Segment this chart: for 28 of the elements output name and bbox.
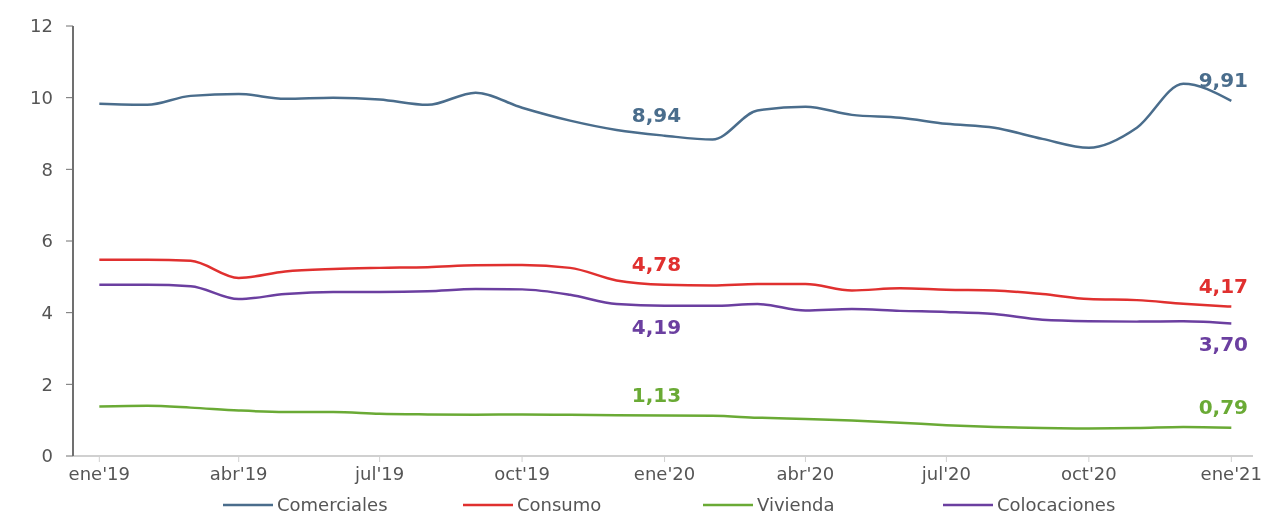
legend-label: Vivienda [757,494,835,516]
y-tick-label: 2 [41,373,53,395]
data-label: 1,13 [631,382,682,407]
data-label: 0,79 [1198,394,1248,419]
x-tick-label: jul'19 [353,463,405,484]
y-tick-label: 6 [41,230,53,252]
x-tick-label: ene'19 [68,463,131,484]
x-tick-label: jul'20 [920,463,972,484]
x-tick-label: oct'20 [1060,463,1117,484]
data-label: 4,19 [631,314,682,339]
y-tick-label: 4 [41,301,53,323]
legend-label: Consumo [517,494,602,516]
x-tick-label: abr'19 [209,463,268,484]
data-label: 3,70 [1198,332,1248,357]
x-tick-label: oct'19 [494,463,550,484]
y-tick-label: 8 [41,158,53,180]
x-tick-label: ene'21 [1200,463,1263,484]
data-label: 8,94 [631,102,682,127]
x-tick-label: ene'20 [633,463,696,484]
y-tick-label: 0 [41,445,53,467]
data-label: 4,78 [631,251,682,276]
data-label: 9,91 [1198,67,1248,92]
legend-label: Colocaciones [997,494,1116,516]
x-tick-label: abr'20 [776,463,835,484]
legend-label: Comerciales [277,494,388,516]
y-tick-label: 12 [30,15,53,37]
y-tick-label: 10 [30,86,53,108]
data-label: 4,17 [1198,273,1248,298]
